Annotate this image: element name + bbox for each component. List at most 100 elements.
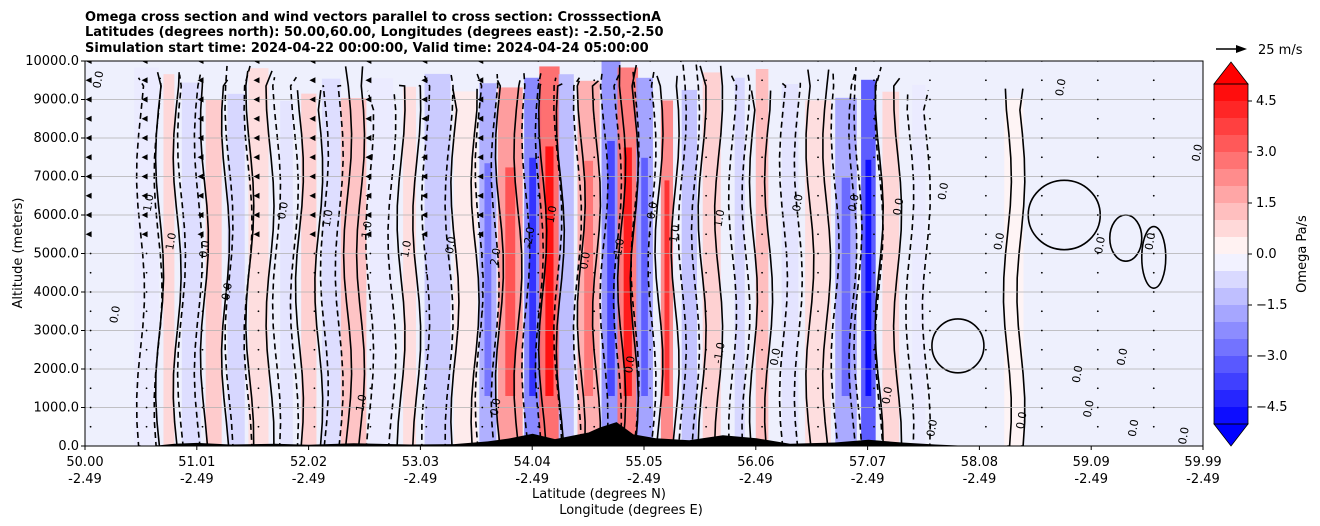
contour-line: [289, 76, 300, 446]
wind-vector: [369, 387, 372, 390]
colorbar-segment: [1214, 84, 1248, 102]
wind-vector: [705, 348, 708, 351]
wind-vector: [593, 310, 596, 313]
wind-vector: [984, 156, 987, 159]
wind-vector: [1040, 387, 1043, 390]
wind-vector: [421, 96, 428, 103]
contour-line: [874, 66, 884, 446]
wind-vector: [253, 154, 260, 161]
x-tick-label-longitude: -2.49: [515, 472, 549, 487]
wind-vector: [309, 231, 316, 238]
contour-line: [490, 73, 500, 446]
wind-vector: [593, 79, 596, 82]
chart-title-line-1: Omega cross section and wind vectors par…: [85, 10, 661, 25]
x-tick-label-latitude: 50.00: [66, 455, 103, 470]
wind-vector: [197, 115, 204, 122]
wind-vector: [481, 291, 484, 293]
wind-vector: [477, 231, 484, 238]
contour-label: 0.0: [1176, 426, 1192, 445]
wind-vector: [649, 291, 652, 293]
wind-vector: [705, 233, 708, 236]
wind-vector: [253, 231, 260, 238]
contour-line: [677, 61, 688, 446]
wind-vector: [705, 156, 708, 159]
contour-label: 0.0: [924, 418, 940, 437]
wind-vector: [649, 368, 652, 370]
contour-line: [364, 90, 375, 446]
wind-vector: [1096, 348, 1099, 351]
colorbar-tick-label: 3.0: [1256, 145, 1277, 160]
wind-vector: [705, 117, 708, 120]
wind-vector: [705, 406, 708, 409]
wind-vector: [365, 192, 372, 199]
wind-vector: [929, 252, 931, 255]
wind-vector: [537, 348, 540, 351]
wind-vector: [425, 348, 428, 351]
wind-vector: [481, 387, 484, 390]
contour-line: [494, 79, 505, 446]
wind-vector: [761, 194, 763, 197]
omega-band-core: [484, 163, 492, 396]
wind-vector: [369, 271, 372, 274]
y-axis-label: Altitude (meters): [11, 198, 26, 309]
wind-vector: [481, 252, 484, 255]
wind-vector: [141, 61, 148, 64]
contour-label: 0.0: [767, 347, 783, 366]
y-tick-label: 0.0: [58, 439, 79, 454]
x-axis-label-longitude: Longitude (degrees E): [559, 503, 703, 518]
colorbar-tick-label: 4.5: [1256, 94, 1277, 109]
wind-vector: [984, 117, 987, 120]
wind-vector: [929, 137, 931, 139]
wind-vector: [873, 271, 875, 274]
contour-label: 0.0: [846, 193, 862, 212]
colorbar-segment: [1214, 220, 1248, 238]
wind-vector: [1096, 329, 1099, 332]
wind-vector: [89, 406, 92, 409]
colorbar-segment: [1214, 356, 1248, 374]
wind-vector: [1096, 156, 1099, 159]
contour-label: 1.0: [320, 208, 336, 227]
wind-vector: [421, 77, 428, 84]
wind-vector: [477, 135, 484, 141]
contour-line: [220, 79, 231, 446]
wind-vector: [761, 406, 763, 409]
wind-vector: [1040, 271, 1043, 274]
wind-vector: [1040, 310, 1043, 313]
wind-vector: [1040, 233, 1043, 236]
contour-line: [572, 77, 583, 446]
wind-vector: [89, 425, 92, 428]
omega-band: [403, 86, 416, 446]
wind-vector: [201, 368, 204, 370]
wind-vector: [761, 175, 763, 178]
wind-vector: [649, 175, 652, 178]
wind-vector: [984, 98, 987, 101]
colorbar-segment: [1214, 339, 1248, 357]
x-tick-label-longitude: -2.49: [627, 472, 661, 487]
x-tick-label-latitude: 59.99: [1184, 455, 1221, 470]
wind-vector: [705, 252, 708, 255]
contour-label: -1.0: [711, 341, 728, 364]
wind-vector: [1152, 291, 1155, 293]
wind-vector: [365, 212, 372, 218]
x-axis-label-latitude: Latitude (degrees N): [532, 487, 666, 502]
wind-vector: [145, 387, 148, 390]
wind-vector: [929, 425, 931, 428]
wind-vector: [145, 368, 148, 370]
wind-vector: [369, 329, 372, 332]
wind-vector: [1152, 194, 1155, 197]
contour-label: 1.0: [398, 239, 414, 258]
quiver-key: 25 m/s: [1216, 43, 1303, 58]
omega-band: [321, 78, 341, 446]
colorbar-segment: [1214, 390, 1248, 408]
wind-vector: [85, 135, 92, 141]
wind-vector: [593, 214, 596, 216]
contour-label: 0.0: [1142, 232, 1158, 251]
wind-vector: [984, 348, 987, 351]
wind-vector: [1040, 117, 1043, 120]
contour-line: [1002, 88, 1013, 446]
wind-vector: [201, 291, 204, 293]
quiver-key-arrowhead: [1236, 45, 1247, 53]
wind-vector: [477, 154, 484, 161]
wind-vector: [1152, 271, 1155, 274]
